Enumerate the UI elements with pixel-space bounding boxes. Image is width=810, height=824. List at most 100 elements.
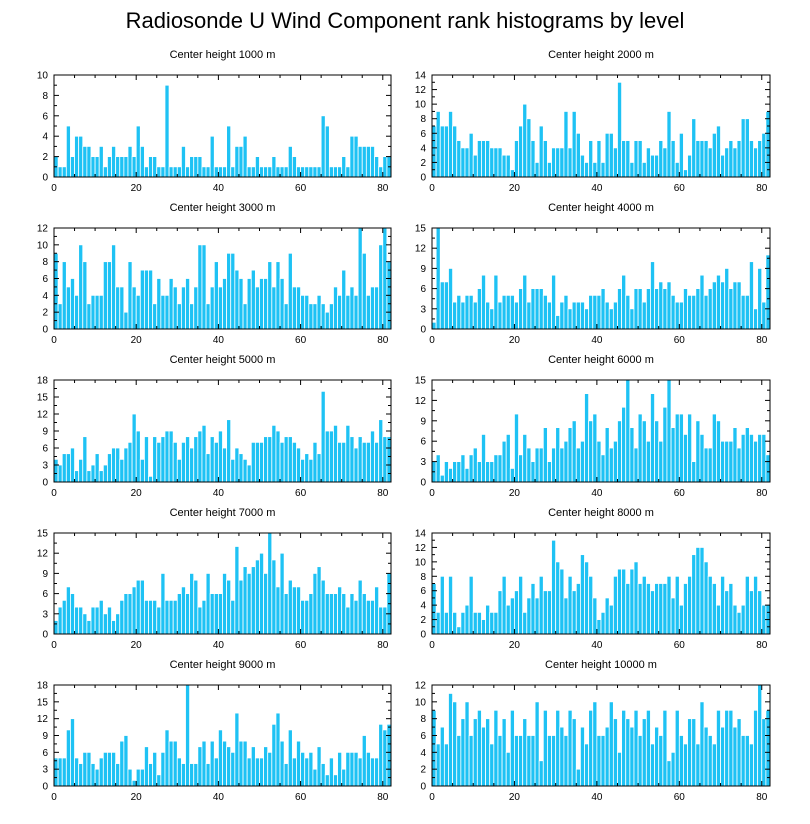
bar [259,278,264,330]
bar [448,575,454,635]
y-tick-label: 8 [420,114,426,125]
bar [443,743,449,787]
bar [152,751,158,787]
bar [263,166,269,178]
bar [481,726,486,787]
bar [139,269,145,330]
bar [119,156,125,178]
bar [304,166,310,178]
y-tick-label: 2 [42,152,48,163]
bar [341,593,347,635]
bar [501,294,507,330]
bar [349,751,355,787]
bar [370,430,375,483]
bar [666,760,672,787]
bar [107,751,112,787]
bar [127,593,133,635]
bar [452,461,458,483]
x-tick-label: 80 [377,488,389,499]
bar [111,447,117,483]
bar [365,599,371,635]
bar [333,774,338,787]
bar [509,467,515,483]
bar [674,575,680,635]
bar [271,156,277,178]
bar [312,166,318,178]
bar [267,436,273,483]
bar [435,454,441,483]
panel-title: Center height 2000 m [548,49,654,61]
bar [74,606,80,635]
bar [304,294,310,330]
bar [98,145,104,178]
bar [287,729,293,787]
bar [674,301,680,330]
bar [337,441,343,483]
bar [728,440,734,483]
x-tick-label: 40 [213,488,225,499]
bar [637,413,643,483]
bar [197,606,203,635]
bar [333,593,338,635]
y-tick-label: 6 [42,589,48,600]
bar [349,135,355,178]
bar [209,286,215,330]
bar [254,156,260,178]
bar [291,586,297,635]
bar [308,751,314,787]
bar [744,575,750,635]
bar [695,140,701,178]
bar [439,281,445,330]
bar [296,740,301,787]
bar [526,597,532,635]
bar [468,294,474,330]
bar [90,763,96,787]
bar [148,475,154,483]
bar [378,166,384,178]
plot-frame [53,74,392,178]
bar [485,140,491,178]
bar [172,166,178,178]
bar [361,252,367,330]
histogram-panel: Center height 9000 m 0 3 6 9 12 15 18 0 20 40 60 80 [37,659,392,803]
bar [320,303,326,330]
bar [555,315,561,330]
bar [505,604,511,635]
bar [584,561,590,635]
bar [456,735,462,787]
bar [316,566,322,635]
bar [736,140,742,178]
bar [164,430,170,483]
bar [472,447,478,483]
bar [460,611,466,635]
bar [728,288,734,330]
bar [753,147,759,178]
bar [263,278,269,330]
bar [563,111,569,178]
bar [645,288,651,330]
bar [551,539,557,635]
x-tick-label: 60 [295,792,307,803]
y-tick-label: 9 [42,731,48,742]
bar [254,757,260,787]
bar [753,575,759,635]
bar [757,267,763,330]
bar [736,281,742,330]
bar [226,579,232,635]
bar [687,154,693,178]
bar [687,718,693,787]
bar [300,751,306,787]
x-tick-label: 60 [295,640,307,651]
x-tick-label: 60 [674,488,686,499]
bar [98,757,104,787]
bar [485,461,491,483]
bar [238,145,244,178]
bar [678,413,684,483]
bar [279,740,285,787]
y-tick-label: 6 [42,444,48,455]
bar [621,406,627,483]
bar [78,135,84,178]
bar [168,599,174,635]
panel-title: Center height 3000 m [170,202,276,214]
bar [588,420,594,483]
